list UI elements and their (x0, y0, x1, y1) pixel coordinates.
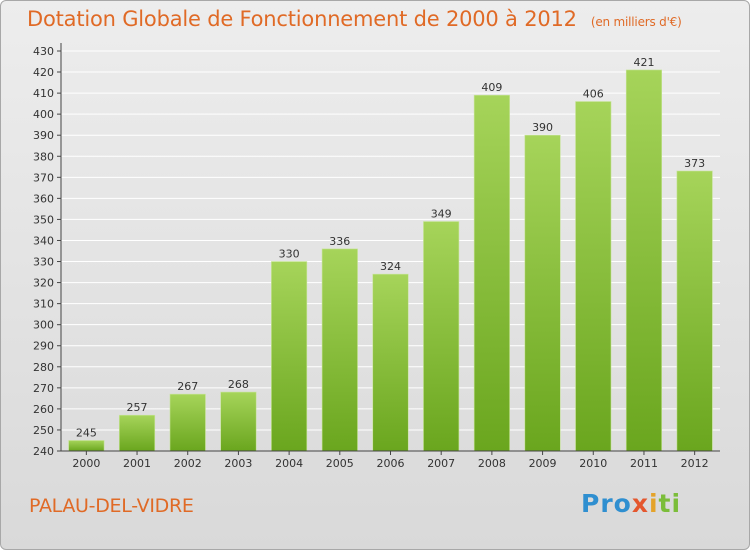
logo-part-1: Pro (581, 489, 632, 518)
y-tick-label: 400 (33, 108, 54, 121)
x-tick-label: 2003 (224, 457, 252, 470)
proxiti-logo[interactable]: Proxiti (581, 489, 681, 518)
bar-value-label: 257 (127, 401, 148, 414)
y-axis-ticks: 240 250 260 270 280 290 300 310 320 330 340 350 360 3… (33, 45, 61, 458)
y-tick-label: 360 (33, 192, 54, 205)
logo-part-3: i (648, 489, 659, 518)
y-tick-label: 260 (33, 403, 54, 416)
x-tick-label: 2011 (630, 457, 658, 470)
y-tick-label: 370 (33, 171, 54, 184)
town-name: PALAU-DEL-VIDRE (29, 495, 194, 517)
bar-value-label: 373 (684, 157, 705, 170)
y-tick-label: 280 (33, 361, 54, 374)
x-tick-label: 2001 (123, 457, 151, 470)
y-tick-label: 300 (33, 319, 54, 332)
bar (676, 170, 713, 452)
x-tick-label: 2012 (681, 457, 709, 470)
bar-value-label: 406 (583, 88, 604, 101)
bar-value-label: 421 (633, 56, 654, 69)
bar (220, 391, 257, 452)
logo-part-4: ti (658, 489, 682, 518)
bar (169, 393, 206, 452)
y-tick-label: 380 (33, 150, 54, 163)
value-labels: 245 257 267 268 330 336 324 349 409 390 406 421 373 (76, 56, 705, 440)
bar (372, 273, 409, 452)
y-tick-label: 290 (33, 340, 54, 353)
bar-value-label: 330 (279, 248, 300, 261)
bar-value-label: 409 (481, 81, 502, 94)
x-tick-label: 2009 (529, 457, 557, 470)
bar (423, 221, 460, 452)
x-tick-label: 2008 (478, 457, 506, 470)
x-tick-label: 2000 (72, 457, 100, 470)
bars (68, 69, 713, 452)
bar (524, 134, 561, 452)
y-tick-label: 270 (33, 382, 54, 395)
x-tick-label: 2006 (377, 457, 405, 470)
x-axis-ticks: 2000 2001 2002 2003 2004 2005 2006 2007 2008 2009… (72, 451, 709, 470)
bar-value-label: 349 (431, 208, 452, 221)
bar-value-label: 324 (380, 260, 401, 273)
chart-title-text: Dotation Globale de Fonctionnement de 20… (27, 7, 577, 31)
bar-value-label: 245 (76, 426, 97, 439)
bar (118, 414, 156, 452)
y-tick-label: 430 (33, 45, 54, 58)
y-tick-label: 350 (33, 213, 54, 226)
bar-value-label: 390 (532, 121, 553, 134)
x-tick-label: 2004 (275, 457, 303, 470)
bar-value-label: 268 (228, 378, 249, 391)
y-tick-label: 310 (33, 298, 54, 311)
y-tick-label: 390 (33, 129, 54, 142)
bar (271, 261, 308, 452)
y-tick-label: 330 (33, 256, 54, 269)
bar-value-label: 336 (329, 235, 350, 248)
x-tick-label: 2002 (174, 457, 202, 470)
x-tick-label: 2010 (579, 457, 607, 470)
y-tick-label: 320 (33, 277, 54, 290)
logo-part-2: x (631, 489, 649, 518)
bar (321, 248, 358, 452)
bar (575, 101, 612, 452)
bar (473, 94, 510, 452)
x-tick-label: 2007 (427, 457, 455, 470)
y-tick-label: 340 (33, 234, 54, 247)
chart-subtitle: (en milliers d'€) (590, 15, 682, 29)
x-tick-label: 2005 (326, 457, 354, 470)
y-tick-label: 250 (33, 424, 54, 437)
bar (68, 440, 105, 452)
y-tick-label: 420 (33, 66, 54, 79)
chart-title: Dotation Globale de Fonctionnement de 20… (27, 7, 682, 31)
y-tick-label: 240 (33, 445, 54, 458)
bar (625, 69, 663, 452)
y-tick-label: 410 (33, 87, 54, 100)
bar-value-label: 267 (177, 380, 198, 393)
